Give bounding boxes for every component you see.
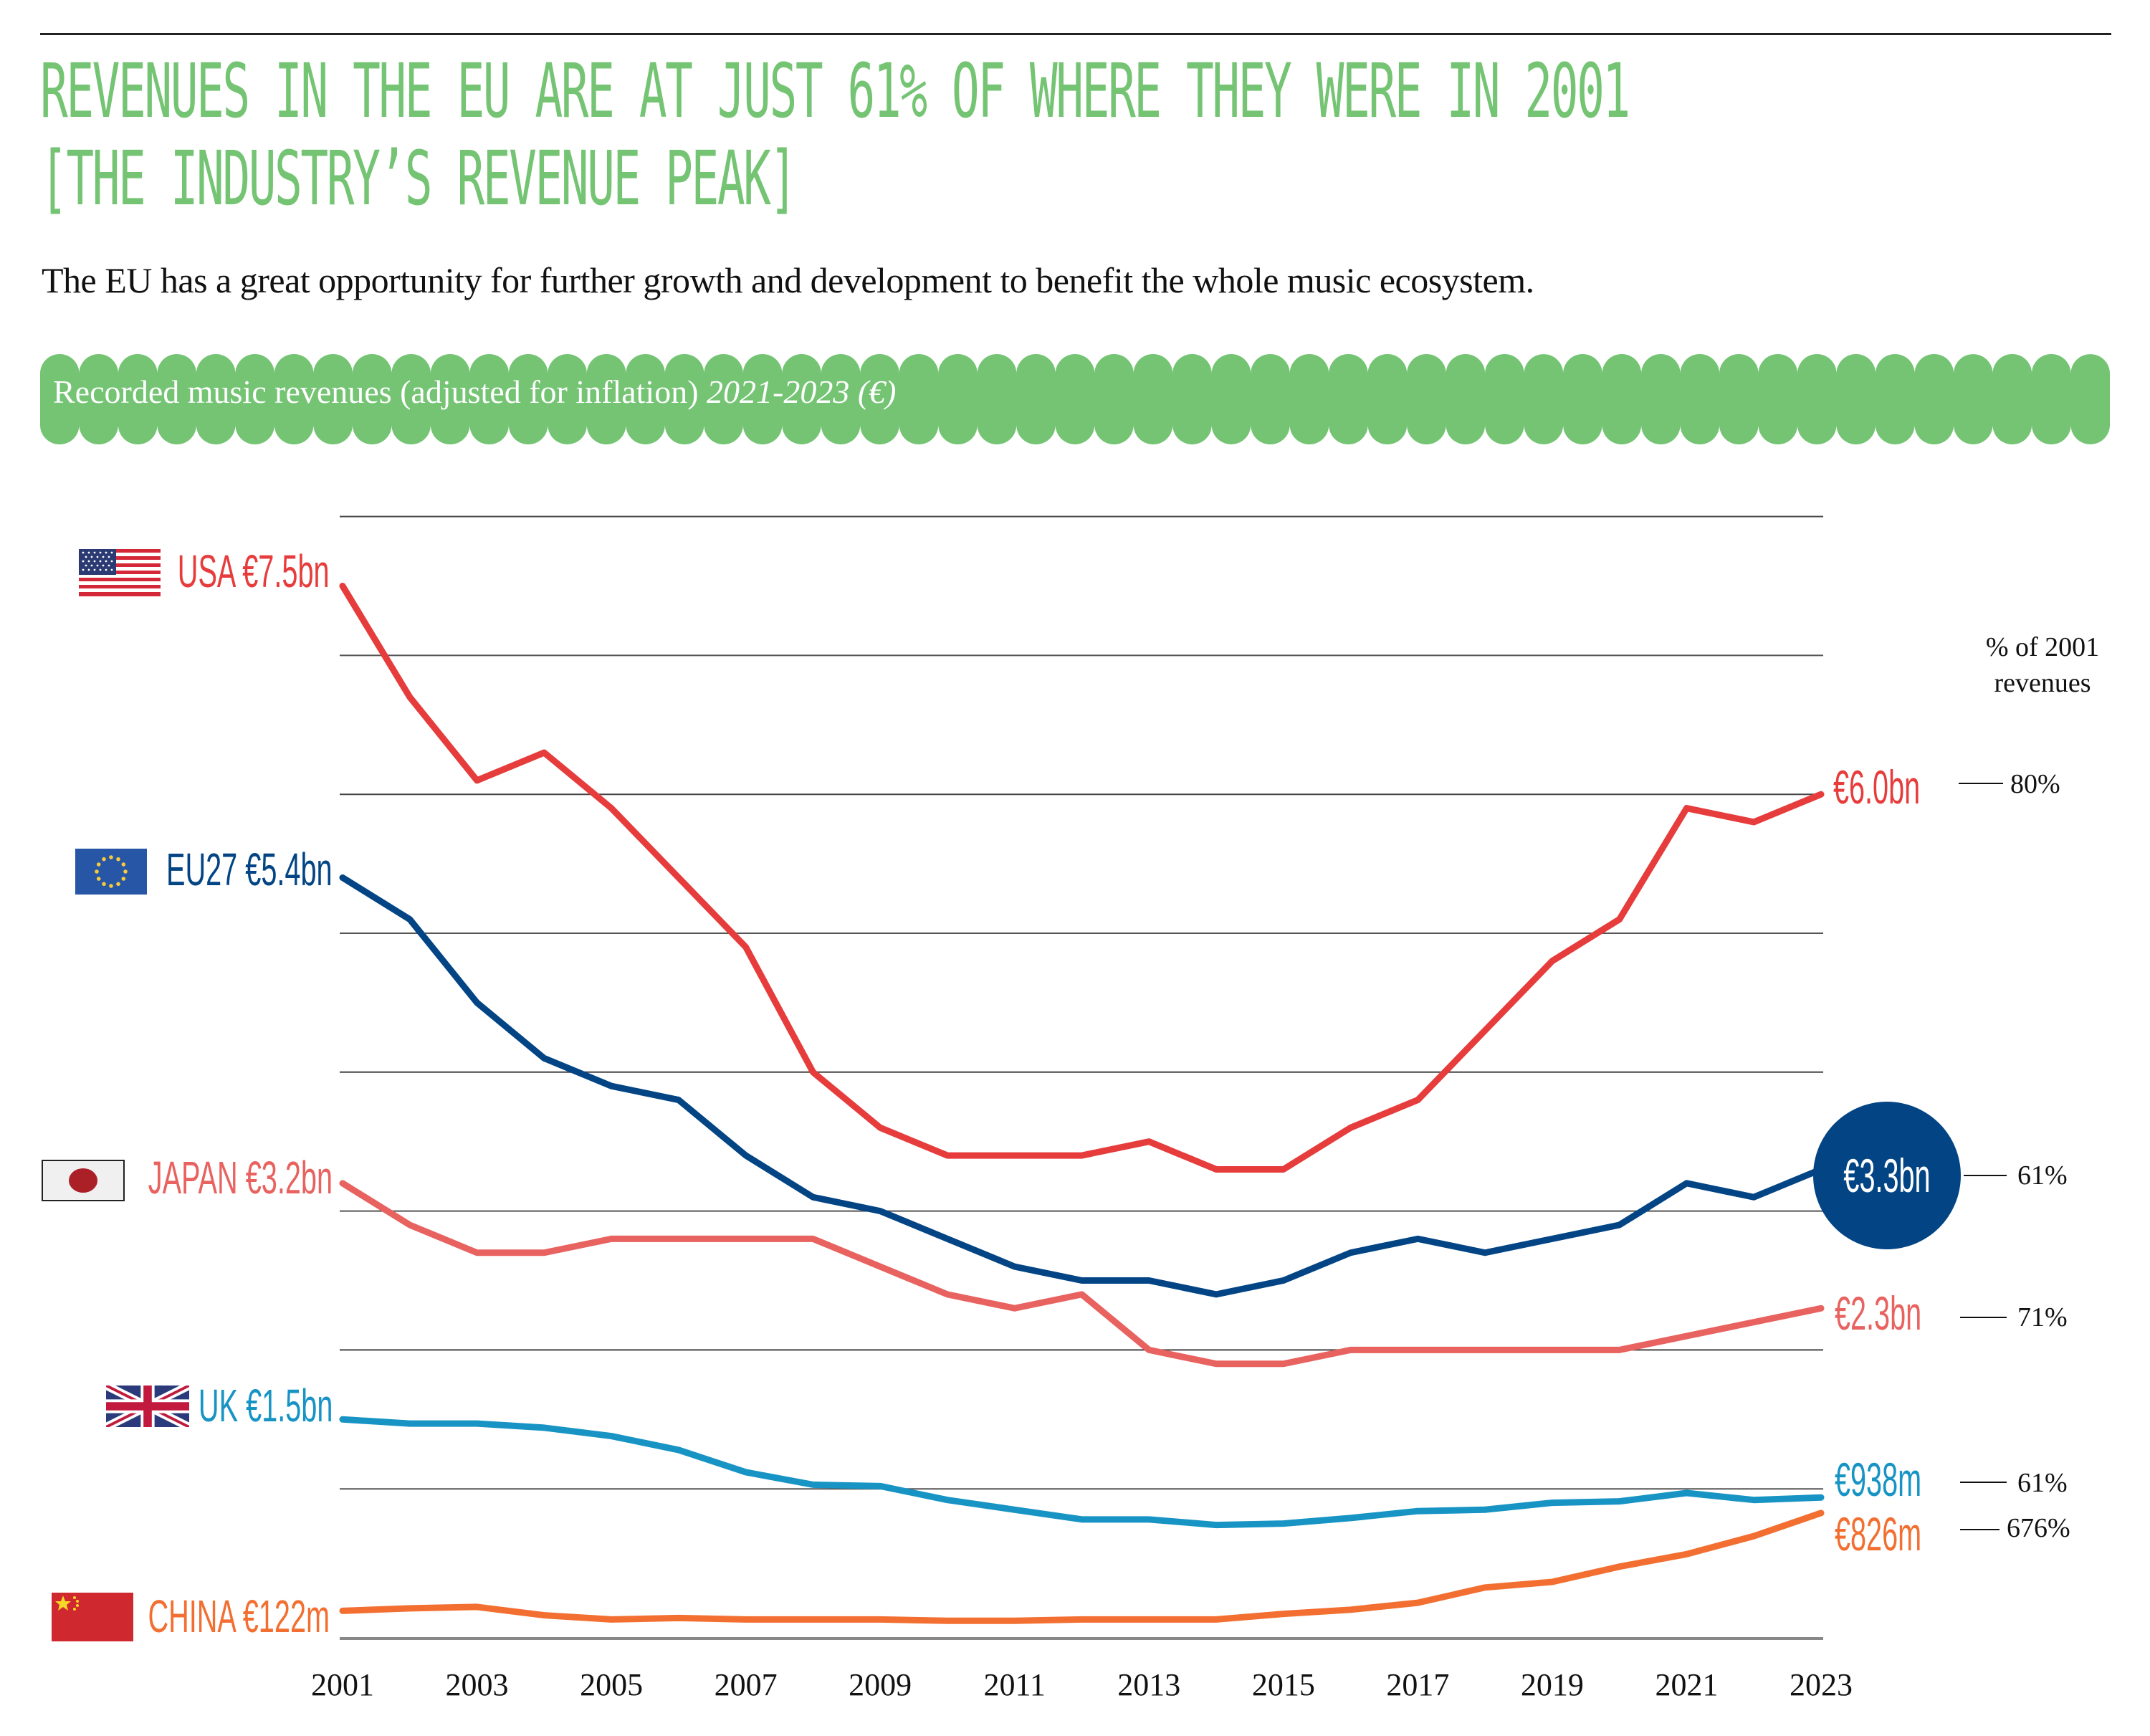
headline: REVENUES IN THE EU ARE AT JUST 61% OF WH…	[40, 47, 1630, 222]
japan-start-label: JAPAN €3.2bn	[148, 1152, 333, 1203]
eu27-end-bubble: €3.3bn	[1813, 1102, 1961, 1249]
pct-header-line-1: % of 2001	[1985, 632, 2100, 662]
eu-flag-icon	[75, 849, 147, 895]
x-tick-label: 2013	[1117, 1667, 1181, 1702]
eu27-start-label: EU27 €5.4bn	[166, 844, 333, 895]
japan-pct: 71%	[2017, 1302, 2068, 1332]
usa-pct: 80%	[2010, 769, 2060, 799]
x-tick-label: 2001	[311, 1667, 374, 1702]
x-tick-label: 2019	[1520, 1667, 1584, 1702]
series-line-uk	[339, 1416, 1825, 1529]
uk-end-label: €938m	[1835, 1453, 1922, 1506]
chart-title-period: 2021-2023 (€)	[707, 373, 897, 410]
usa-end-label: €6.0bn	[1833, 760, 1921, 814]
chart-title-main: Recorded music revenues (adjusted for in…	[53, 373, 699, 410]
series-line-china	[339, 1510, 1825, 1624]
chart-title-banner: Recorded music revenues (adjusted for in…	[40, 354, 2110, 444]
series-line-eu27	[339, 874, 1825, 1298]
eu27-end-label: €3.3bn	[1843, 1149, 1931, 1202]
china-end-label: €826m	[1835, 1507, 1922, 1560]
subhead: The EU has a great opportunity for furth…	[42, 260, 1534, 300]
series-line-japan	[339, 1180, 1825, 1368]
headline-line-2: [THE INDUSTRY’S REVENUE PEAK]	[40, 135, 797, 222]
x-tick-label: 2023	[1790, 1667, 1853, 1702]
series-line-usa	[339, 583, 1825, 1173]
pct-column-header: % of 2001 revenues	[1964, 629, 2121, 701]
chart-title: Recorded music revenues (adjusted for in…	[53, 373, 897, 411]
headline-line-1: REVENUES IN THE EU ARE AT JUST 61% OF WH…	[40, 47, 1630, 135]
x-tick-label: 2017	[1386, 1667, 1450, 1702]
x-tick-label: 2015	[1251, 1667, 1315, 1702]
eu27-pct: 61%	[2017, 1160, 2068, 1191]
uk-flag-icon	[106, 1386, 189, 1427]
x-tick-label: 2007	[714, 1667, 778, 1702]
uk-start-label: UK €1.5bn	[198, 1380, 333, 1431]
top-rule	[40, 33, 2111, 35]
china-pct: 676%	[2007, 1513, 2070, 1543]
x-tick-label: 2009	[849, 1667, 912, 1702]
japan-end-label: €2.3bn	[1835, 1287, 1922, 1340]
x-tick-label: 2003	[445, 1667, 509, 1702]
china-start-label: CHINA €122m	[148, 1590, 330, 1642]
x-tick-label: 2011	[983, 1667, 1046, 1702]
us-flag-icon	[79, 549, 161, 596]
pct-header-line-2: revenues	[1994, 668, 2091, 698]
japan-flag-icon	[42, 1160, 125, 1201]
usa-start-label: USA €7.5bn	[178, 545, 330, 597]
china-flag-icon	[52, 1593, 133, 1641]
scalloped-banner-shape	[40, 354, 2110, 444]
x-tick-label: 2005	[580, 1667, 644, 1702]
uk-pct: 61%	[2017, 1468, 2068, 1498]
x-tick-label: 2021	[1655, 1667, 1719, 1702]
